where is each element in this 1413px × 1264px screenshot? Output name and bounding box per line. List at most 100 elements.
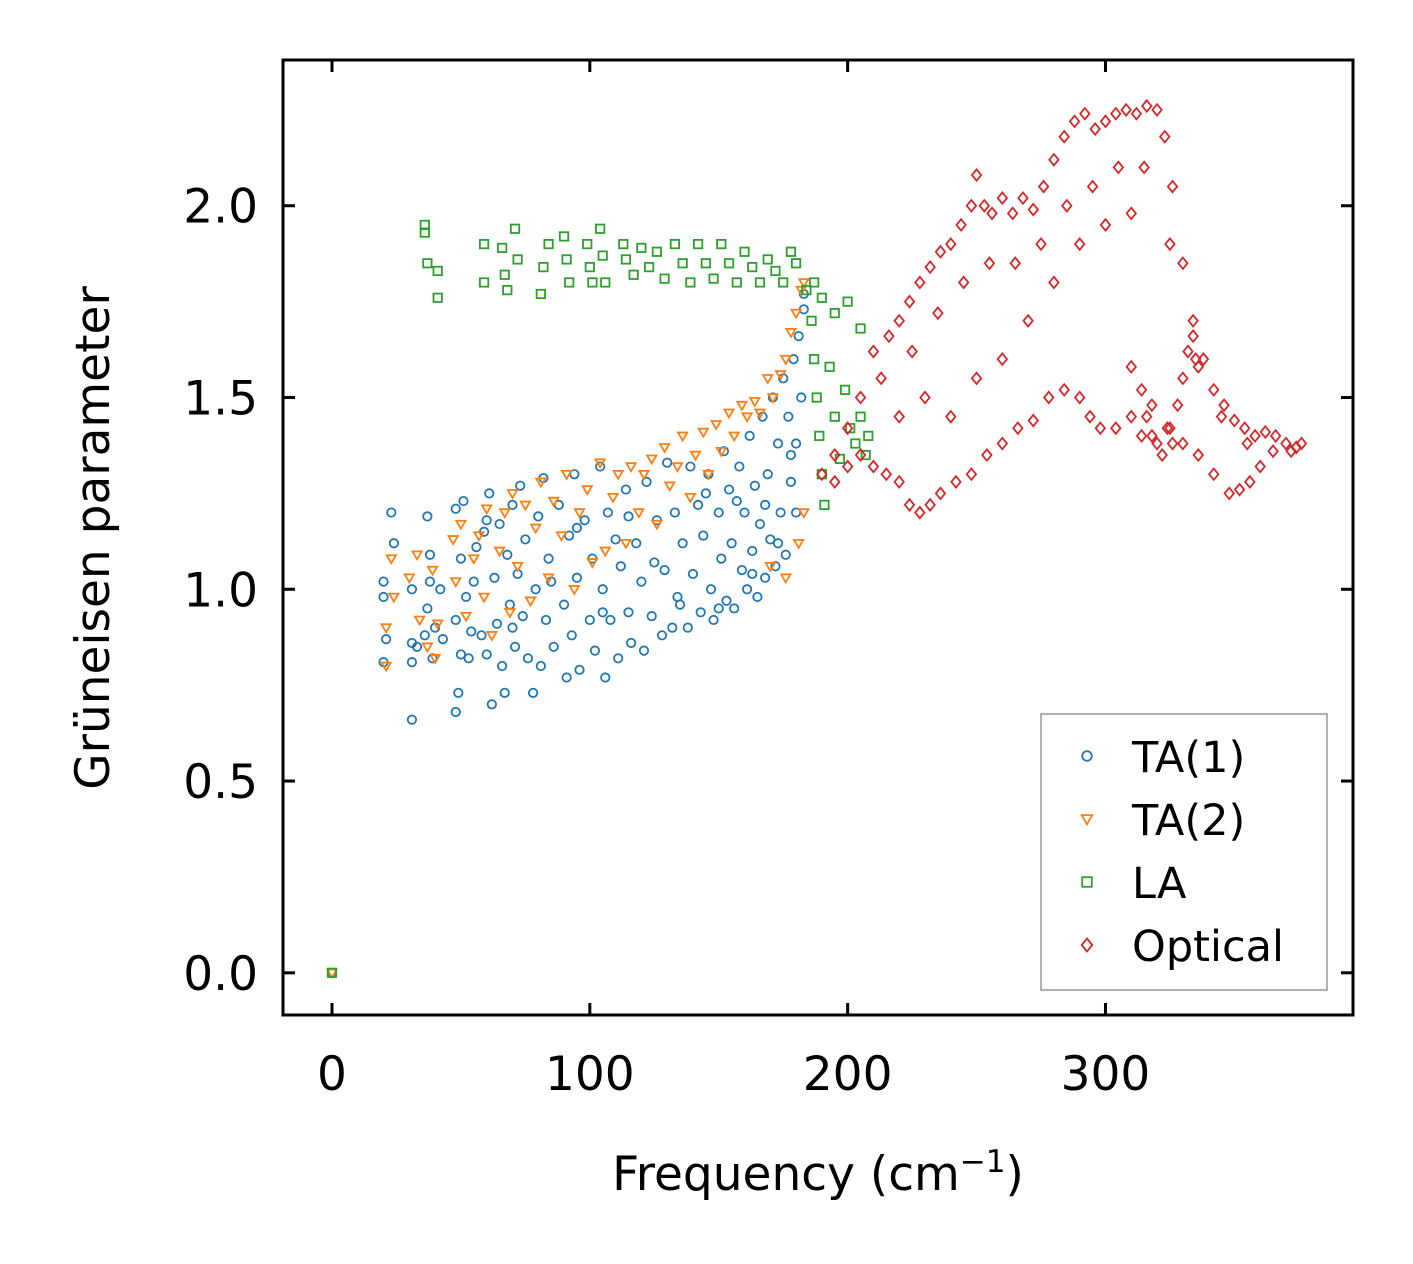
point-la-4: [432, 265, 443, 277]
point-optical-112: [1035, 237, 1047, 252]
point-ta-1-140: [507, 622, 518, 633]
point-optical-45: [1269, 428, 1282, 443]
y-tick-label-3: 1.5: [183, 372, 258, 427]
point-ta-1-139: [481, 515, 492, 526]
point-ta-1-64: [566, 630, 577, 641]
point-ta-1-131: [783, 411, 794, 422]
point-la-27: [628, 269, 639, 280]
point-ta-2-71: [797, 278, 811, 289]
point-ta-1-59: [548, 641, 559, 652]
point-ta-1-92: [667, 622, 678, 633]
point-ta-2-27: [524, 596, 537, 608]
point-ta-1-35: [481, 649, 492, 660]
point-ta-1-19: [435, 584, 446, 595]
point-ta-2-69: [789, 308, 803, 320]
point-ta-1-61: [558, 599, 570, 610]
legend-marker-ta-1: [1081, 750, 1093, 762]
point-la-33: [677, 258, 688, 269]
point-la-16: [558, 231, 570, 242]
point-ta-2-62: [748, 397, 762, 408]
point-optical-108: [932, 306, 944, 321]
point-optical-23: [1048, 152, 1060, 167]
point-la-51: [809, 354, 820, 365]
point-ta-1-10: [406, 584, 418, 595]
point-ta-2-56: [709, 420, 723, 431]
point-optical-100: [1073, 237, 1086, 252]
point-optical-82: [841, 459, 854, 474]
x-tick-label-3: 300: [1061, 1047, 1151, 1102]
point-ta-1-30: [466, 626, 477, 637]
point-ta-2-55: [702, 469, 715, 481]
point-la-29: [644, 262, 655, 273]
point-optical-90: [1161, 421, 1174, 436]
point-la-25: [618, 238, 629, 250]
point-la-18: [564, 277, 575, 288]
point-optical-65: [1073, 390, 1086, 405]
point-ta-1-3: [378, 576, 389, 587]
point-la-50: [806, 315, 817, 326]
point-ta-1-13: [422, 511, 433, 522]
point-ta-1-54: [533, 511, 544, 522]
point-ta-2-39: [599, 546, 612, 558]
point-ta-1-72: [595, 461, 606, 472]
point-optical-50: [1267, 444, 1279, 459]
point-optical-106: [893, 409, 905, 424]
y-tick-label-4: 2.0: [183, 180, 258, 235]
point-optical-107: [906, 344, 918, 359]
point-la-14: [538, 262, 549, 273]
point-ta-2-57: [715, 446, 728, 458]
point-ta-1-6: [388, 538, 399, 549]
point-ta-1-5: [386, 507, 397, 518]
point-ta-1-73: [597, 584, 608, 595]
plot-frame: [281, 58, 1355, 1017]
point-ta-2-67: [779, 354, 792, 366]
point-ta-2-43: [624, 462, 638, 473]
point-ta-1-153: [785, 449, 797, 461]
point-la-21: [587, 277, 598, 288]
point-optical-7: [893, 313, 905, 328]
point-optical-86: [1140, 409, 1153, 424]
point-ta-1-97: [685, 461, 696, 472]
point-ta-1-57: [540, 614, 552, 626]
point-la-10: [502, 285, 513, 296]
y-tick-label-0: 0.0: [183, 947, 258, 1002]
point-ta-1-113: [736, 565, 748, 576]
point-optical-62: [1110, 421, 1122, 436]
point-ta-1-136: [796, 392, 807, 403]
point-ta-2-4: [387, 592, 401, 604]
point-optical-115: [1112, 160, 1125, 175]
point-optical-76: [914, 505, 926, 520]
point-optical-22: [1037, 179, 1050, 194]
point-optical-27: [1089, 121, 1101, 137]
point-optical-49: [1285, 444, 1297, 459]
point-optical-118: [1189, 352, 1202, 367]
point-ta-2-2: [379, 623, 393, 635]
point-ta-1-67: [574, 664, 585, 675]
point-optical-0: [816, 467, 828, 482]
point-la-19: [582, 238, 593, 250]
point-ta-1-50: [520, 534, 531, 545]
point-ta-2-58: [722, 408, 736, 420]
point-ta-1-45: [507, 499, 518, 510]
point-optical-75: [924, 497, 936, 512]
point-ta-2-24: [506, 489, 519, 500]
point-la-64: [863, 430, 874, 441]
point-ta-1-12: [419, 630, 430, 641]
x-tick-label-0: 0: [317, 1047, 347, 1102]
point-la-40: [731, 277, 742, 288]
point-optical-68: [1027, 413, 1040, 428]
point-optical-19: [1006, 206, 1019, 221]
point-ta-1-99: [693, 499, 704, 510]
point-optical-69: [1012, 421, 1024, 436]
point-ta-2-23: [503, 608, 517, 619]
point-ta-2-17: [472, 531, 486, 542]
point-ta-1-103: [705, 584, 717, 595]
legend-label-ta-1: TA(1): [1131, 733, 1245, 783]
point-ta-1-24: [453, 687, 464, 698]
point-ta-2-42: [619, 538, 633, 550]
point-ta-1-68: [579, 515, 590, 526]
point-optical-12: [945, 237, 957, 252]
point-optical-57: [1177, 436, 1189, 451]
point-ta-2-72: [797, 508, 811, 519]
point-ta-1-42: [499, 687, 510, 698]
